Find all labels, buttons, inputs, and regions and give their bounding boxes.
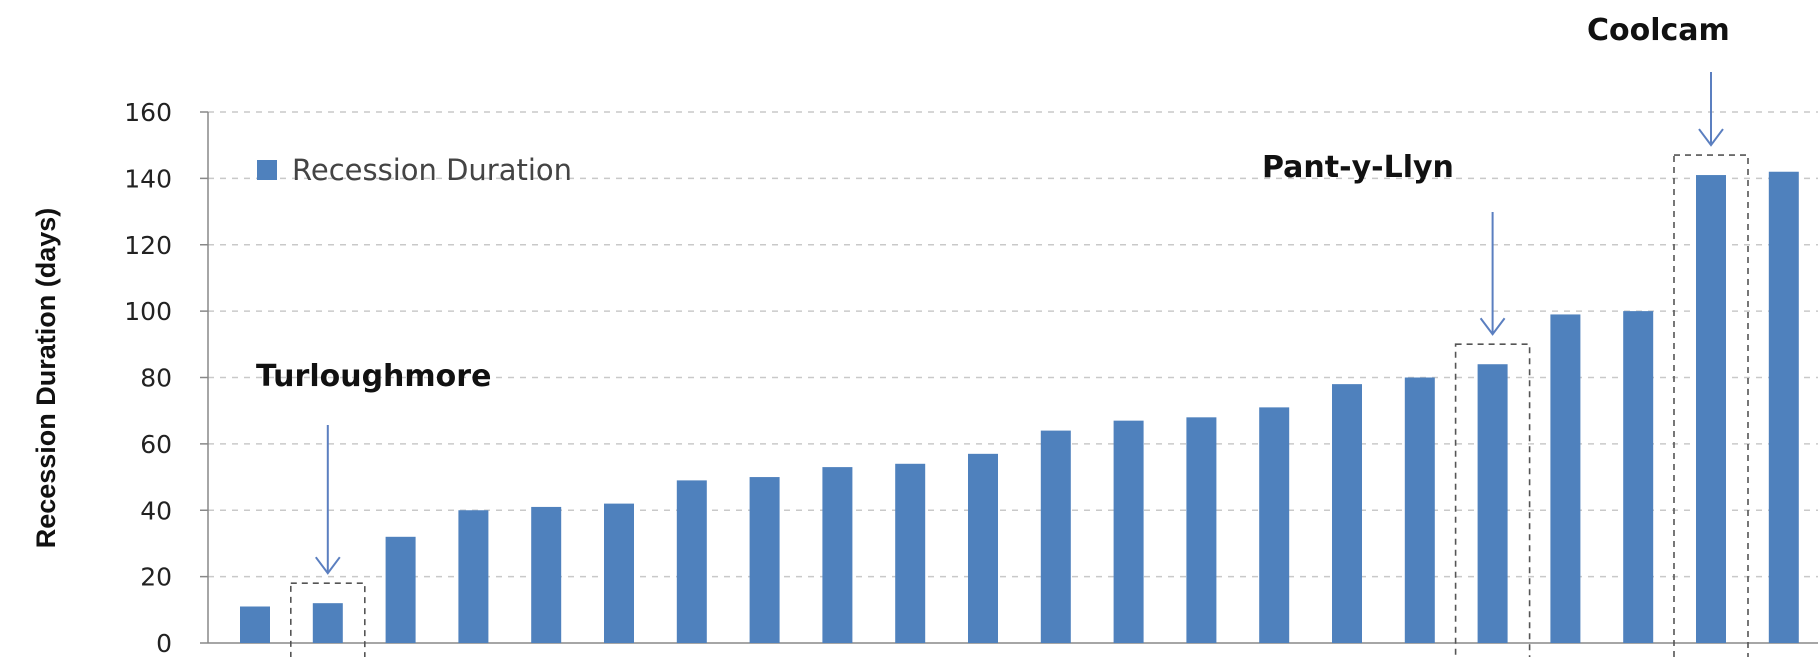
y-tick-label: 120 [124, 231, 172, 260]
y-tick-label: 20 [140, 563, 172, 592]
y-tick-label: 0 [156, 629, 172, 657]
bar [822, 467, 853, 643]
bar [385, 536, 416, 643]
bar [531, 506, 562, 643]
legend-label: Recession Duration [292, 153, 572, 187]
y-axis-label: Recession Duration (days) [31, 208, 61, 549]
highlight-box [1673, 154, 1749, 657]
bar [1623, 311, 1654, 643]
bar [1259, 407, 1290, 643]
bar [1113, 420, 1144, 643]
bar [312, 603, 343, 643]
bar [240, 606, 270, 643]
annotation-label: Coolcam [1587, 13, 1730, 48]
bar [749, 477, 780, 643]
y-tick-label: 80 [140, 364, 172, 393]
legend: Recession Duration [257, 153, 572, 187]
annotation-label: Turloughmore [256, 359, 491, 394]
bar [676, 480, 707, 643]
bar [1040, 430, 1071, 643]
bars [240, 171, 1799, 644]
bar [1477, 364, 1508, 643]
legend-swatch [257, 160, 277, 180]
annotation-arrowhead [1479, 317, 1506, 336]
y-tick-label: 140 [124, 164, 172, 193]
highlight-box [1454, 343, 1531, 657]
bar [1332, 384, 1362, 643]
annotations: Turloughmore Pant-y-Llyn Coolcam [256, 13, 1749, 657]
y-tick-label: 40 [140, 496, 172, 525]
bar [1186, 417, 1217, 643]
annotation-label: Pant-y-Llyn [1262, 150, 1454, 185]
bar [895, 463, 926, 643]
y-tick-label: 60 [140, 430, 172, 459]
bar [1550, 314, 1581, 643]
bar [1768, 171, 1799, 644]
y-tick-label: 160 [124, 98, 172, 127]
bar [1404, 377, 1435, 643]
annotation-arrowhead [1698, 128, 1724, 147]
bar [1696, 175, 1726, 643]
highlight-box [289, 582, 366, 657]
bar [604, 503, 634, 643]
bar [458, 510, 489, 643]
bar [968, 453, 998, 643]
y-tick-label: 100 [124, 297, 172, 326]
annotation-arrowhead [314, 556, 341, 575]
